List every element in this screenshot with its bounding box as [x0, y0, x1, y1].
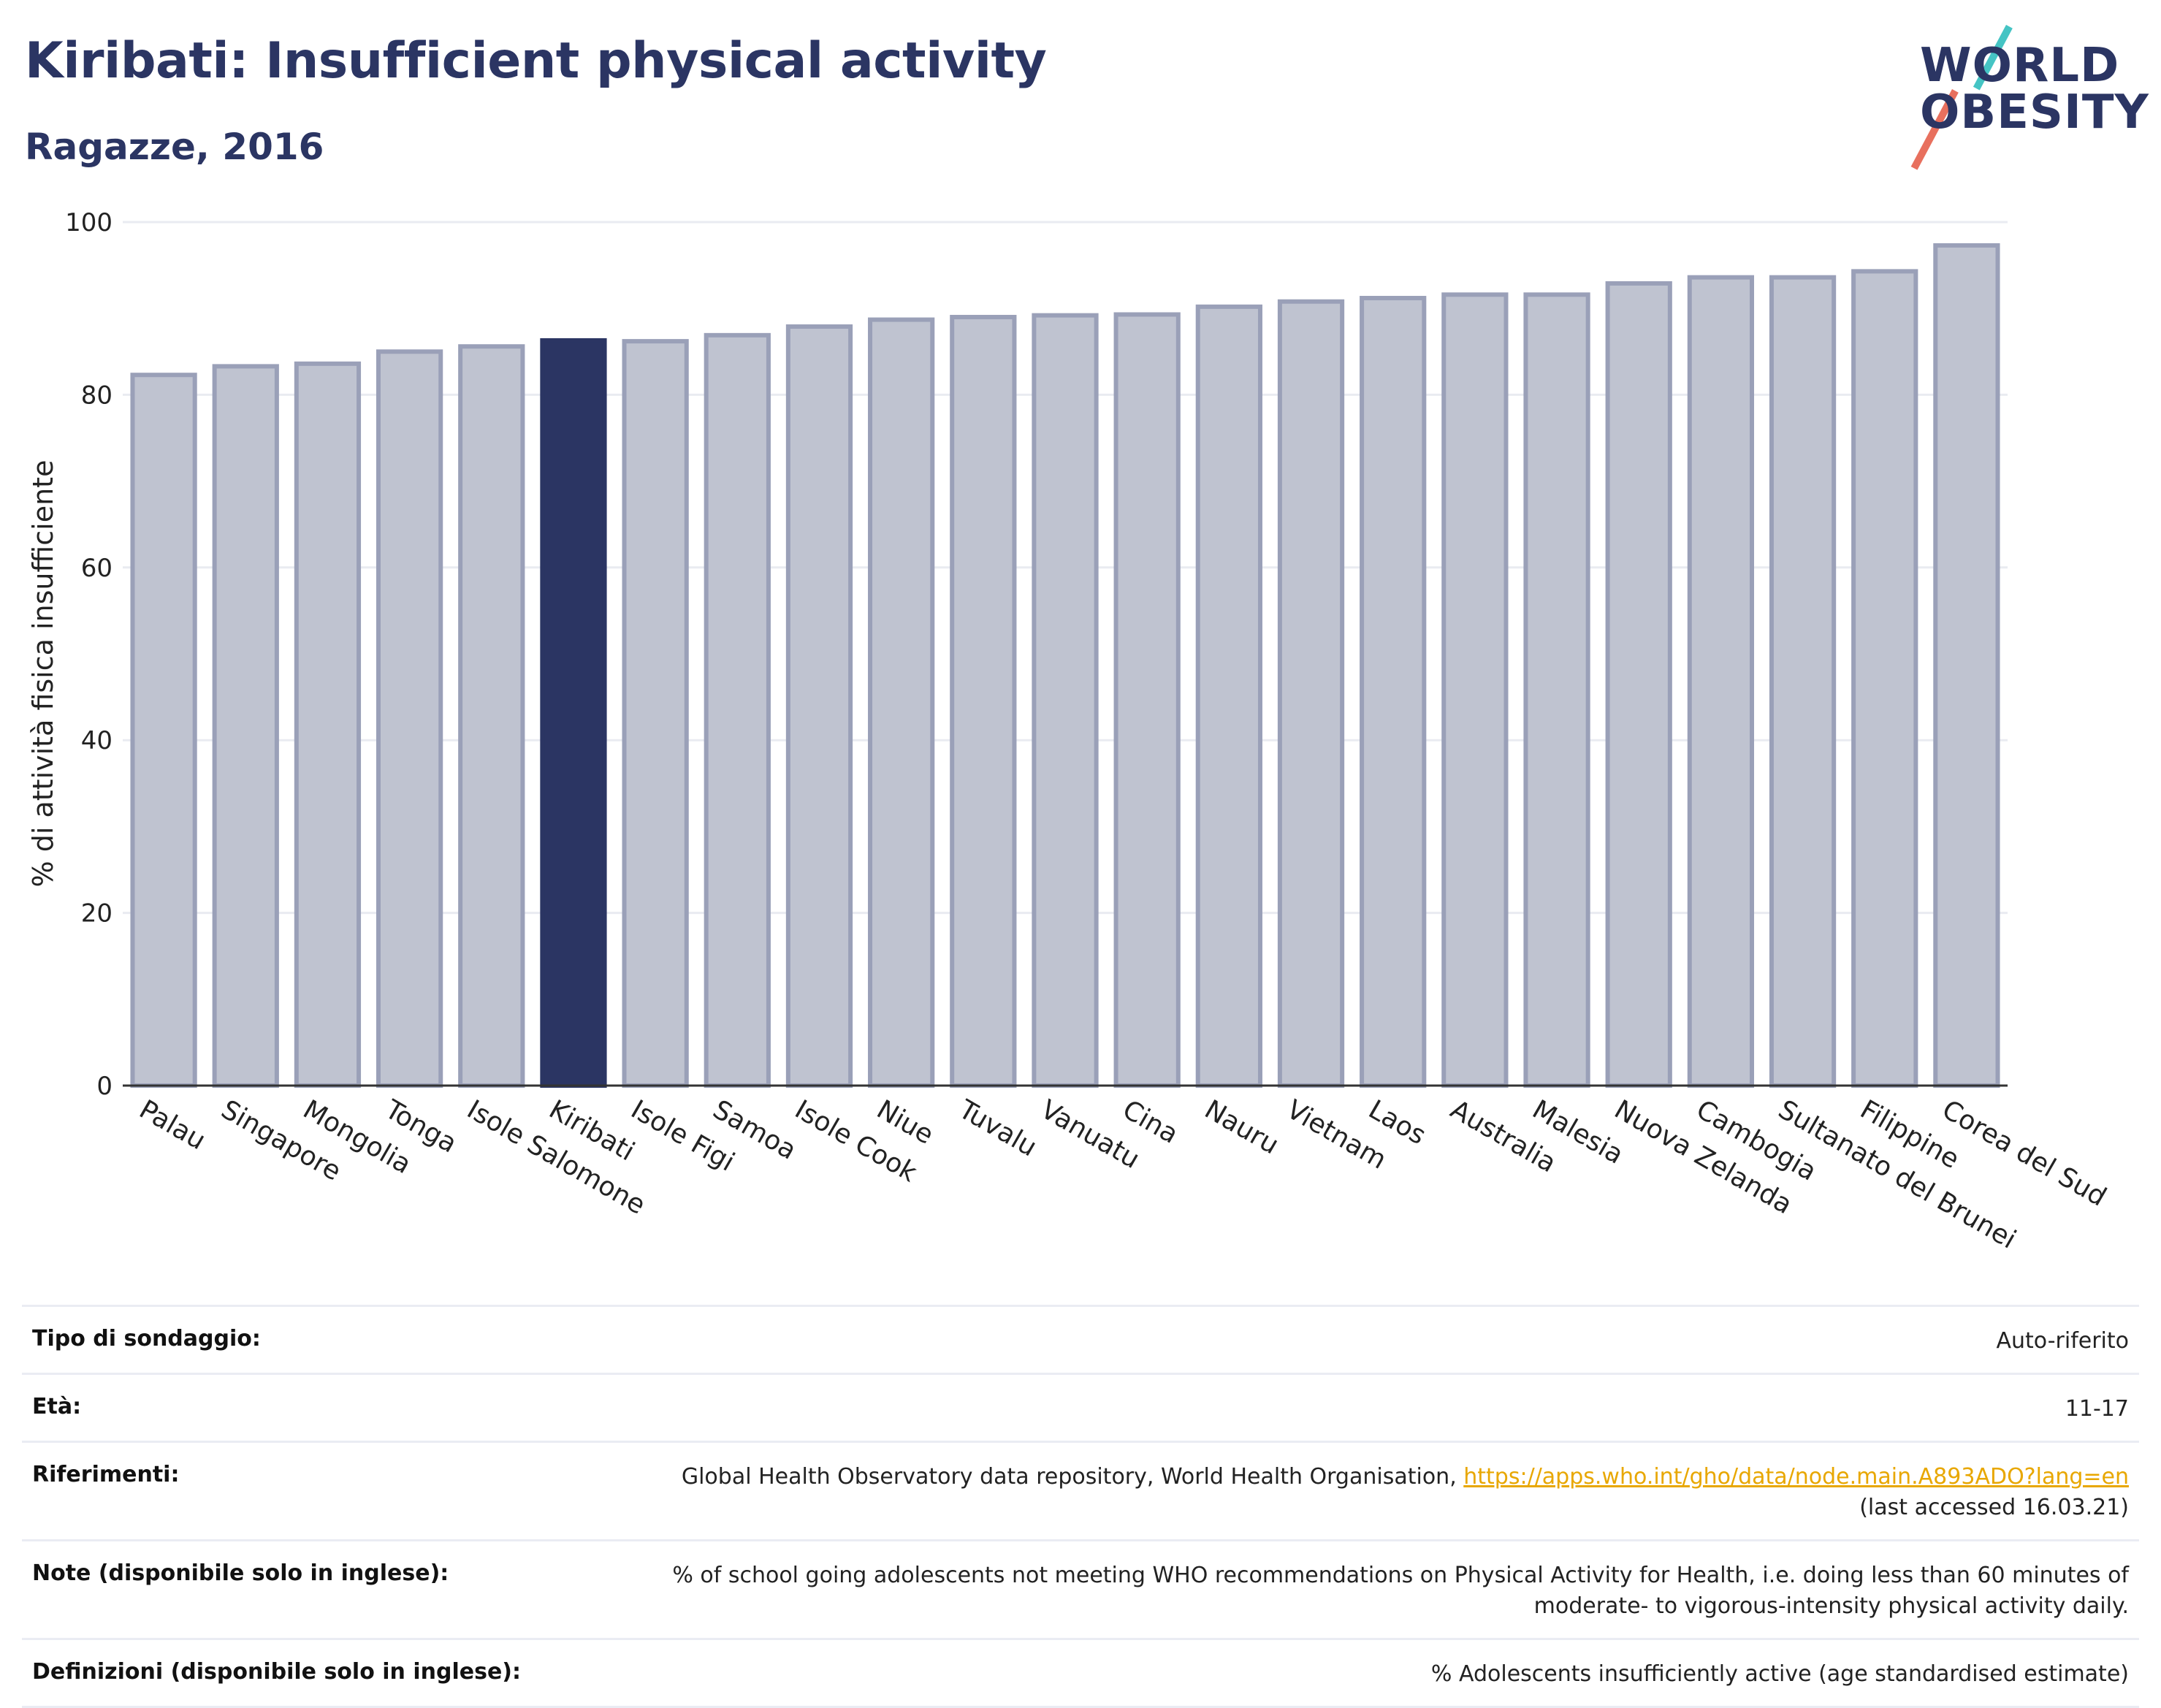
definitions-value: % Adolescents insufficiently active (age… [1430, 1661, 2129, 1687]
bar-malesia [1523, 292, 1590, 1089]
y-tick-label: 60 [81, 554, 113, 583]
bar-kiribati [540, 338, 607, 1088]
bar-sultanato-del-brunei [1769, 275, 1837, 1089]
x-tick-label: Nauru [1200, 1094, 1284, 1160]
bar-chart: 0 20 40 60 80 100 Palau SingaporeMongoliaTonga… [27, 208, 2111, 1255]
notes-line-1: % of school going adolescents not meetin… [672, 1563, 2129, 1588]
bar-tonga [376, 349, 443, 1088]
y-axis-title: % di attività fisica insufficiente [27, 460, 59, 888]
page-title: Kiribati: Insufficient physical activity [25, 32, 1047, 90]
survey-type-label: Tipo di sondaggio: [32, 1326, 261, 1351]
x-tick-label: Corea del Sud [1937, 1094, 2111, 1212]
age-value: 11-17 [2065, 1396, 2129, 1422]
logo-word-obesity: OBESITY [1920, 85, 2149, 140]
bar-isole-cook [785, 324, 853, 1089]
definitions-label: Definizioni (disponibile solo in inglese… [32, 1659, 521, 1685]
bar-corea-del-sud [1933, 243, 2000, 1089]
references-accessed: (last accessed 16.03.21) [1859, 1495, 2129, 1520]
x-tick-label: Palau [134, 1094, 211, 1156]
references-value: Global Health Observatory data repositor… [682, 1462, 2129, 1523]
notes-line-2: moderate- to vigorous-intensity physical… [1533, 1593, 2129, 1619]
info-row-age: Età: 11-17 [22, 1373, 2139, 1441]
bar-niue [868, 317, 935, 1088]
y-tick-label: 40 [81, 726, 113, 755]
world-obesity-logo: WORLD OBESITY [1907, 22, 2149, 170]
notes-value: % of school going adolescents not meetin… [672, 1560, 2129, 1622]
info-row-notes: Note (disponibile solo in inglese): % of… [22, 1539, 2139, 1638]
who-data-link[interactable]: https://apps.who.int/gho/data/node.main.… [1463, 1464, 2129, 1490]
bar-laos [1360, 296, 1427, 1088]
bar-tuvalu [950, 315, 1017, 1088]
page-subtitle: Ragazze, 2016 [25, 126, 324, 168]
references-text: Global Health Observatory data repositor… [681, 1464, 1464, 1490]
y-tick-label: 80 [81, 381, 113, 410]
bar-vanuatu [1032, 313, 1099, 1088]
bar-mongolia [294, 361, 362, 1088]
bar-palau [130, 373, 197, 1088]
bar-cina [1113, 312, 1181, 1088]
bar-isole-salomone [458, 344, 525, 1088]
bar-nauru [1195, 304, 1262, 1088]
bar-nuova-zelanda [1605, 281, 1672, 1088]
bar-cambogia [1687, 275, 1755, 1089]
bars [130, 243, 2000, 1089]
info-table: Tipo di sondaggio: Auto-riferito Età: 11… [22, 1305, 2139, 1708]
y-axis-ticks: 0 20 40 60 80 100 [65, 208, 113, 1101]
bar-filippine [1851, 269, 1918, 1088]
info-row-references: Riferimenti: Global Health Observatory d… [22, 1441, 2139, 1539]
x-tick-label: Tuvalu [953, 1094, 1041, 1163]
survey-type-value: Auto-riferito [1996, 1328, 2129, 1354]
notes-label: Note (disponibile solo in inglese): [32, 1560, 449, 1586]
y-tick-label: 100 [65, 208, 113, 237]
y-tick-label: 0 [96, 1072, 113, 1101]
bar-singapore [212, 364, 279, 1089]
bar-samoa [704, 332, 771, 1088]
age-label: Età: [32, 1394, 82, 1419]
bar-australia [1441, 292, 1509, 1089]
info-row-survey: Tipo di sondaggio: Auto-riferito [22, 1305, 2139, 1373]
bar-isole-figi [622, 339, 689, 1088]
y-tick-label: 20 [81, 899, 113, 929]
bar-vietnam [1277, 299, 1345, 1088]
references-label: Riferimenti: [32, 1462, 180, 1487]
info-row-definitions: Definizioni (disponibile solo in inglese… [22, 1638, 2139, 1708]
logo-word-world: WORLD [1920, 39, 2120, 93]
